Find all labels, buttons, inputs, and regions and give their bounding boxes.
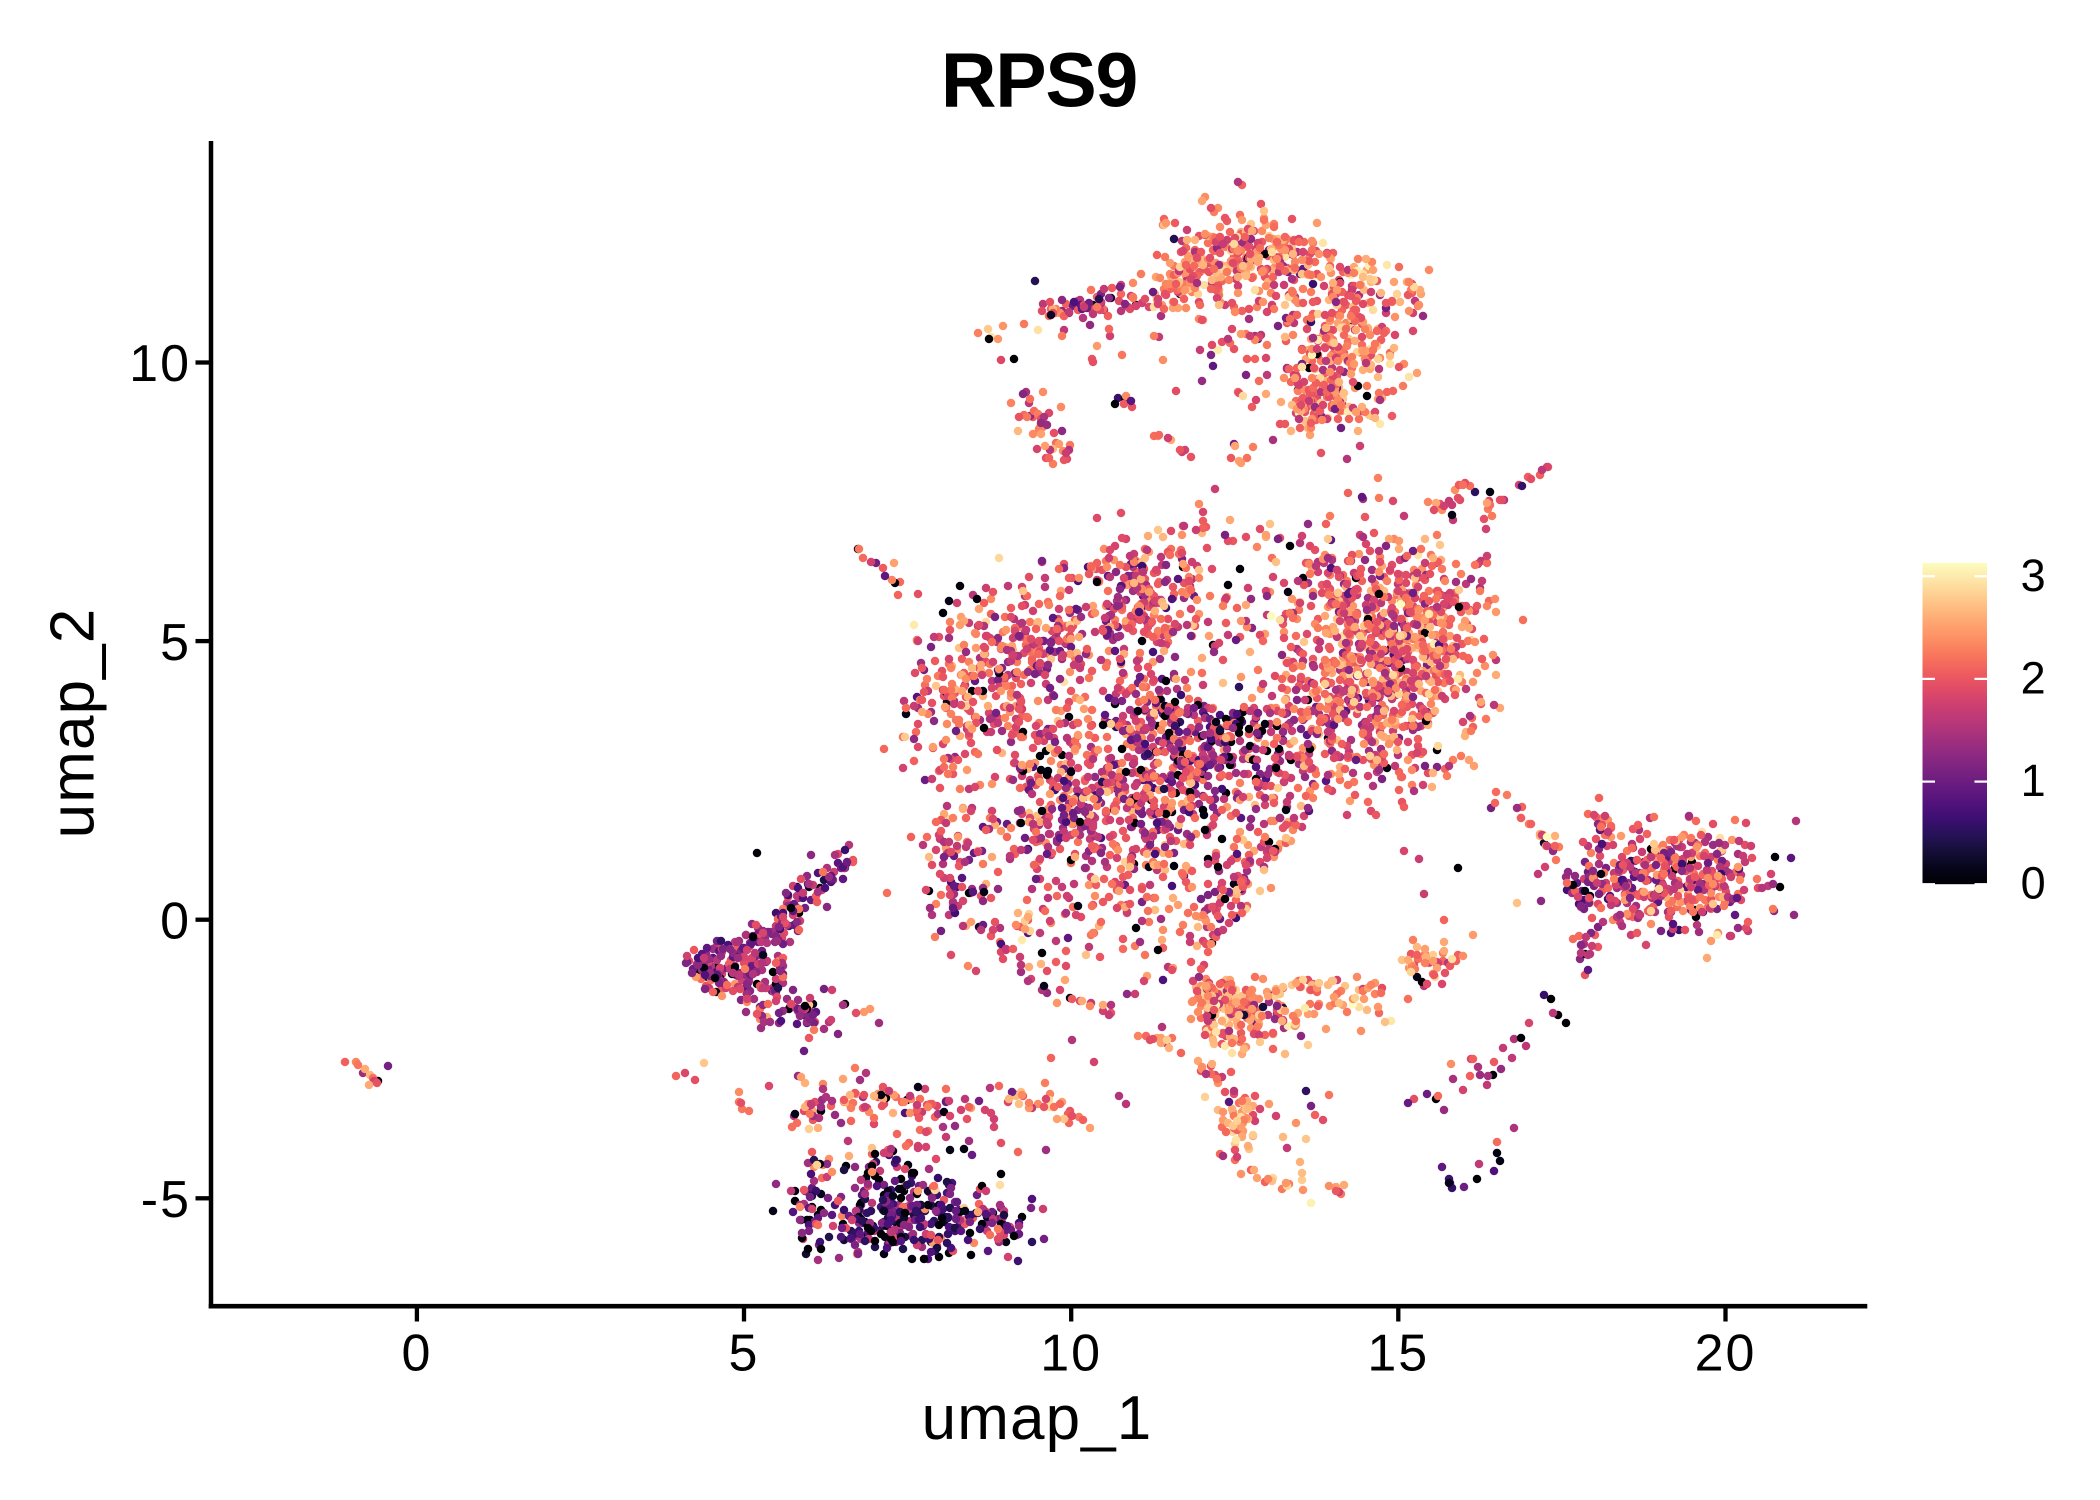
svg-text:15: 15 <box>1367 1325 1429 1383</box>
svg-text:10: 10 <box>129 335 191 393</box>
svg-text:0: 0 <box>401 1325 432 1383</box>
svg-text:20: 20 <box>1695 1325 1757 1383</box>
svg-text:RPS9: RPS9 <box>941 38 1137 124</box>
svg-text:10: 10 <box>1040 1325 1102 1383</box>
svg-text:-5: -5 <box>141 1171 191 1229</box>
svg-text:5: 5 <box>729 1325 760 1383</box>
svg-text:5: 5 <box>160 614 191 672</box>
svg-text:0: 0 <box>160 892 191 950</box>
svg-text:umap_1: umap_1 <box>922 1384 1153 1453</box>
svg-text:umap_2: umap_2 <box>39 608 108 839</box>
